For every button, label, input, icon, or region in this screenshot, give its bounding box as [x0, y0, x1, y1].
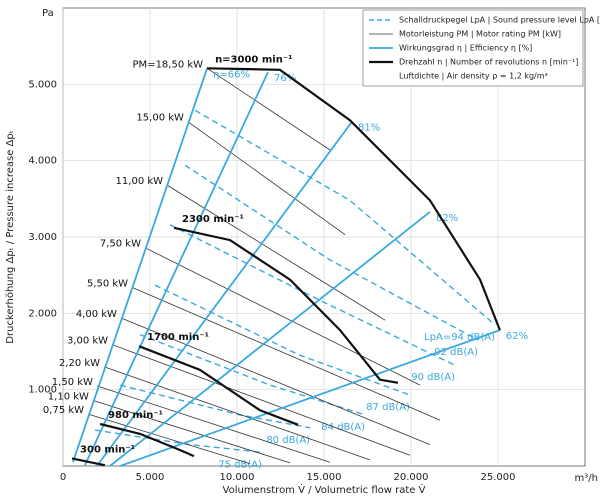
curve: [144, 247, 421, 386]
legend-label: Luftdichte | Air density ρ = 1,2 kg/m³: [399, 72, 548, 81]
y-axis-title: Druckerhöhung Δpₜ / Pressure increase Δp…: [5, 130, 16, 343]
x-tick-label: 0: [60, 472, 66, 483]
curves: LpA=94 dB(A) 92 dB(A) 90 dB(A) 87 dB(A)84 d…: [43, 54, 528, 470]
curve-label: 1700 min⁻¹: [147, 332, 209, 343]
legend-label: Motorleistung PM | Motor rating PM [kW]: [399, 30, 561, 39]
curve: [92, 400, 291, 464]
x-tick-label: 20.000: [394, 472, 429, 483]
curve: [72, 68, 208, 463]
curve-label: 90 dB(A): [411, 372, 455, 383]
legend: Schalldruckpegel LpA | Sound pressure le…: [362, 9, 600, 87]
curve-label: 76%: [274, 73, 296, 84]
curve: [207, 67, 501, 331]
curve: [111, 344, 411, 456]
curve: [184, 164, 479, 341]
curve: [119, 329, 501, 467]
curve-label: 92 dB(A): [434, 347, 478, 358]
curve-label: 2,20 kW: [59, 358, 100, 369]
legend-label: Schalldruckpegel LpA | Sound pressure le…: [399, 16, 600, 25]
curve-label: η=66%: [213, 69, 250, 80]
curve-label: 4,00 kW: [76, 309, 117, 320]
curve-label: 81%: [358, 123, 380, 134]
curve-label: 80 dB(A): [266, 435, 310, 446]
y-tick-label: 1.000: [28, 385, 57, 396]
curve: [99, 422, 195, 458]
curve-label: 82%: [436, 213, 458, 224]
curve: [169, 224, 456, 366]
curve: [109, 211, 431, 467]
curve-label: 7,50 kW: [100, 239, 141, 250]
curve-label: 11,00 kW: [116, 176, 164, 187]
curve: [173, 226, 399, 384]
curve: [119, 384, 311, 429]
curve-label: 75 dB(A): [218, 459, 262, 470]
curve-label: 980 min⁻¹: [108, 410, 163, 421]
curve-label: 2300 min⁻¹: [182, 214, 244, 225]
y-tick-label: 5.000: [28, 79, 57, 90]
curve-label: 62%: [506, 331, 528, 342]
y-tick-label: 3.000: [28, 232, 57, 243]
curve: [131, 287, 441, 421]
curve: [87, 413, 251, 465]
curve-label: 300 min⁻¹: [80, 444, 135, 455]
curve-label: 5,50 kW: [87, 278, 128, 289]
x-tick-label: 15.000: [307, 472, 342, 483]
curve: [94, 429, 263, 453]
curve: [138, 345, 299, 426]
curve-label: 1,50 kW: [52, 377, 93, 388]
curve: [96, 385, 331, 463]
x-unit: m³/h: [575, 473, 598, 484]
y-unit: Pa: [42, 8, 54, 19]
curve: [166, 184, 386, 321]
x-axis-title: Volumenstrom V̇ / Volumetric flow rate V…: [223, 483, 426, 496]
curve: [103, 366, 371, 461]
curve: [120, 317, 431, 445]
x-tick-label: 5.000: [136, 472, 165, 483]
curve: [96, 121, 353, 467]
legend-label: Wirkungsgrad η | Efficiency η [%]: [399, 44, 532, 53]
curve-label: 1,10 kW: [48, 391, 89, 402]
curve-label: 3,00 kW: [67, 336, 108, 347]
curve-label: LpA=94 dB(A): [424, 332, 495, 343]
curve-label: n=3000 min⁻¹: [215, 54, 292, 65]
curve-label: 87 dB(A): [366, 402, 410, 413]
curve-label: 15,00 kW: [136, 113, 184, 124]
y-tick-label: 4.000: [28, 156, 57, 167]
x-tick-label: 10.000: [220, 472, 255, 483]
x-tick-label: 25.000: [481, 472, 516, 483]
curve: [206, 67, 331, 151]
curve-label: 84 dB(A): [321, 422, 365, 433]
curve: [71, 457, 106, 467]
legend-label: Drehzahl n | Number of revolutions n [mi…: [399, 58, 578, 67]
curve-label: PM=18,50 kW: [133, 59, 204, 70]
curve: [84, 71, 269, 466]
curve: [187, 121, 346, 236]
curve: [154, 284, 411, 396]
curve: [139, 334, 366, 416]
legend-box: [362, 9, 584, 87]
curve-label: 0,75 kW: [43, 405, 84, 416]
y-tick-label: 2.000: [28, 308, 57, 319]
